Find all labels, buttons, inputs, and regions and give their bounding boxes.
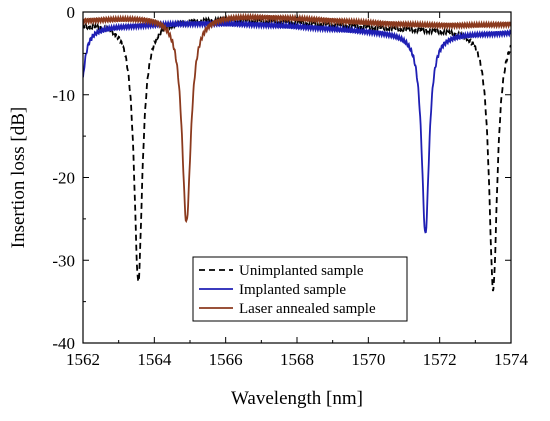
- x-tick-label: 1566: [209, 350, 243, 369]
- legend-label-laser-annealed: Laser annealed sample: [239, 301, 376, 317]
- x-tick-label: 1572: [423, 350, 457, 369]
- x-tick-label: 1570: [351, 350, 385, 369]
- y-tick-label: -20: [52, 169, 75, 188]
- legend: Unimplanted sample Implanted sample Lase…: [192, 256, 408, 322]
- series-line-2: [83, 12, 511, 224]
- x-tick-label: 1562: [66, 350, 100, 369]
- x-tick-label: 1568: [280, 350, 314, 369]
- series-layer: [83, 12, 511, 292]
- x-axis-label: Wavelength [nm]: [231, 388, 363, 409]
- y-tick-label: -40: [52, 334, 75, 353]
- legend-label-implanted: Implanted sample: [239, 282, 346, 298]
- y-tick-label: -30: [52, 251, 75, 270]
- y-axis-label: Insertion loss [dB]: [8, 107, 29, 248]
- legend-label-unimplanted: Unimplanted sample: [239, 263, 364, 279]
- x-tick-label: 1564: [137, 350, 172, 369]
- axes-layer: 1562 1564 1566 1568 1570 1572 1574 0 -10 -20 -30 -4…: [52, 3, 528, 369]
- x-tick-label: 1574: [494, 350, 529, 369]
- y-tick-label: 0: [67, 3, 76, 22]
- y-tick-label: -10: [52, 86, 75, 105]
